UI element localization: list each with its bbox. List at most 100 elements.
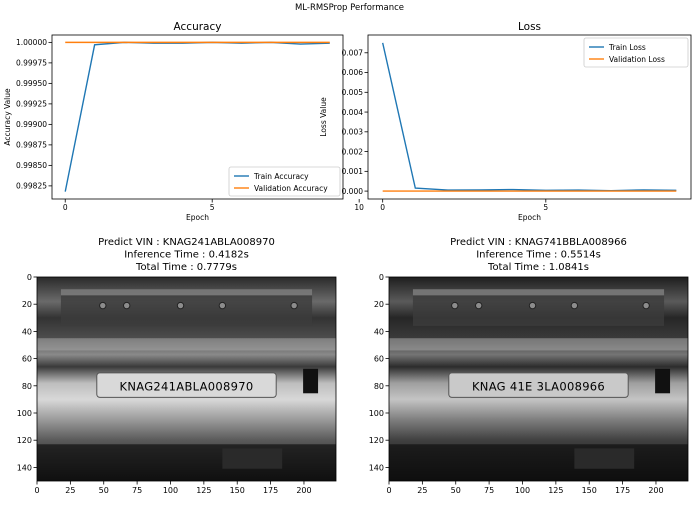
x-tick-label: 75 — [484, 486, 494, 495]
x-tick-label: 125 — [196, 486, 211, 495]
x-tick-label: 175 — [263, 486, 278, 495]
bolt-4 — [218, 301, 227, 310]
legend: Train Loss Validation Loss — [583, 37, 689, 68]
y-tick-label: 0.001 — [342, 167, 364, 176]
bolt-2 — [475, 301, 483, 310]
x-tick-label: 150 — [230, 486, 245, 495]
x-tick-label: 0 — [386, 486, 391, 495]
lower-band — [389, 444, 688, 481]
subplot-1: Accuracy 0 5 10 0.99825 0.99850 0.99875 0.99900… — [3, 21, 364, 222]
vin-plate — [448, 372, 629, 398]
x-tick-label: 150 — [582, 486, 597, 495]
subplot-title: Accuracy — [174, 21, 222, 33]
image-title-line-2: Inference Time : 0.4182s — [124, 250, 249, 261]
y-tick-label: 0.005 — [342, 88, 364, 97]
y-tick-label: 100 — [17, 409, 32, 418]
x-axis-label: Epoch — [518, 213, 541, 222]
y-tick-label: 1.00000 — [16, 38, 47, 47]
x-tick-label: 25 — [417, 486, 427, 495]
bolt-5 — [642, 301, 650, 310]
legend-label-1: Train Loss — [608, 43, 646, 52]
y-axis-label: Loss Value — [319, 97, 328, 137]
y-tick-label: 0.99875 — [16, 141, 47, 150]
image-title-line-2: Inference Time : 0.5514s — [476, 250, 601, 261]
ridge-band — [37, 338, 336, 351]
bolt-5 — [290, 301, 298, 310]
x-tick-label: 5 — [210, 203, 215, 212]
lower-band — [37, 444, 336, 481]
y-tick-label: 0 — [379, 273, 384, 282]
y-tick-label: 80 — [22, 382, 32, 391]
y-tick-label: 0.99950 — [16, 79, 47, 88]
y-tick-label: 100 — [369, 409, 384, 418]
x-tick-label: 50 — [451, 486, 461, 495]
legend-frame — [583, 37, 689, 68]
x-axis-label: Epoch — [186, 213, 209, 222]
legend-label-2: Validation Loss — [609, 55, 665, 64]
bolt-3 — [528, 301, 537, 310]
legend-frame — [228, 166, 341, 197]
x-tick-label: 200 — [296, 486, 311, 495]
y-tick-label: 0.006 — [342, 68, 364, 77]
y-tick-label: 20 — [22, 300, 32, 309]
x-tick-label: 0 — [34, 486, 39, 495]
y-tick-label: 120 — [369, 436, 384, 445]
y-tick-label: 20 — [374, 300, 384, 309]
y-tick-label: 0.000 — [342, 187, 364, 196]
bracket-highlight — [60, 289, 313, 296]
vin-photo: KNAG 41E 3LA008966 — [389, 277, 688, 481]
axes-frame — [367, 34, 692, 200]
y-tick-label: 0 — [27, 273, 32, 282]
image-title-line-1: Predict VIN : KNAG241ABLA008970 — [98, 237, 275, 248]
bolt-2 — [123, 301, 131, 310]
bolt-1 — [451, 301, 459, 310]
y-tick-label: 40 — [374, 327, 384, 336]
x-tick-label: 200 — [648, 486, 663, 495]
y-tick-label: 140 — [369, 463, 384, 472]
ridge-band — [389, 338, 688, 351]
x-tick-label: 0 — [380, 203, 385, 212]
vin-plate — [96, 372, 277, 398]
bracket-highlight — [412, 289, 665, 296]
legend: Train Accuracy Validation Accuracy — [228, 166, 341, 197]
x-tick-label: 10 — [354, 203, 364, 212]
bolt-4 — [570, 301, 579, 310]
vin-plate-text: KNAG241ABLA008970 — [120, 380, 254, 394]
y-axis-label: Accuracy Value — [3, 88, 12, 146]
vin-photo: KNAG241ABLA008970 — [37, 277, 336, 481]
lower-block — [574, 448, 635, 469]
subplot-2: Loss 0 5 10 0.000 0.001 0.002 0.003 0.004 0.005 0.… — [319, 21, 692, 222]
series-line-1 — [381, 42, 677, 192]
bolt-3 — [176, 301, 185, 310]
y-tick-label: 0.99825 — [16, 182, 47, 191]
y-tick-label: 0.002 — [342, 147, 364, 156]
y-tick-label: 0.99925 — [16, 100, 47, 109]
axes-frame — [388, 276, 689, 482]
y-tick-label: 0.007 — [342, 48, 364, 57]
x-tick-label: 100 — [163, 486, 178, 495]
y-tick-label: 0.003 — [342, 128, 364, 137]
lower-block — [222, 448, 283, 469]
dark-slot — [655, 368, 671, 394]
x-tick-label: 100 — [515, 486, 530, 495]
axes-frame — [51, 34, 344, 200]
subplot-3: Predict VIN : KNAG241ABLA008970 Inference… — [17, 237, 337, 495]
y-tick-label: 0.99975 — [16, 59, 47, 68]
subplot-title: Loss — [518, 21, 541, 33]
x-tick-label: 0 — [63, 203, 68, 212]
image-title-line-3: Total Time : 1.0841s — [487, 262, 589, 273]
charts: Accuracy 0 5 10 0.99825 0.99850 0.99875 0.99900… — [3, 21, 692, 495]
x-tick-label: 5 — [543, 203, 548, 212]
bolt-1 — [99, 301, 107, 310]
dark-slot — [303, 368, 319, 394]
x-tick-label: 75 — [132, 486, 142, 495]
y-tick-label: 80 — [374, 382, 384, 391]
x-tick-label: 175 — [615, 486, 630, 495]
y-tick-label: 0.99900 — [16, 120, 47, 129]
subplot-4: Predict VIN : KNAG741BBLA008966 Inference… — [369, 237, 689, 495]
x-tick-label: 50 — [99, 486, 109, 495]
figure-suptitle: ML-RMSProp Performance — [295, 3, 404, 13]
x-tick-label: 25 — [65, 486, 75, 495]
y-tick-label: 40 — [22, 327, 32, 336]
